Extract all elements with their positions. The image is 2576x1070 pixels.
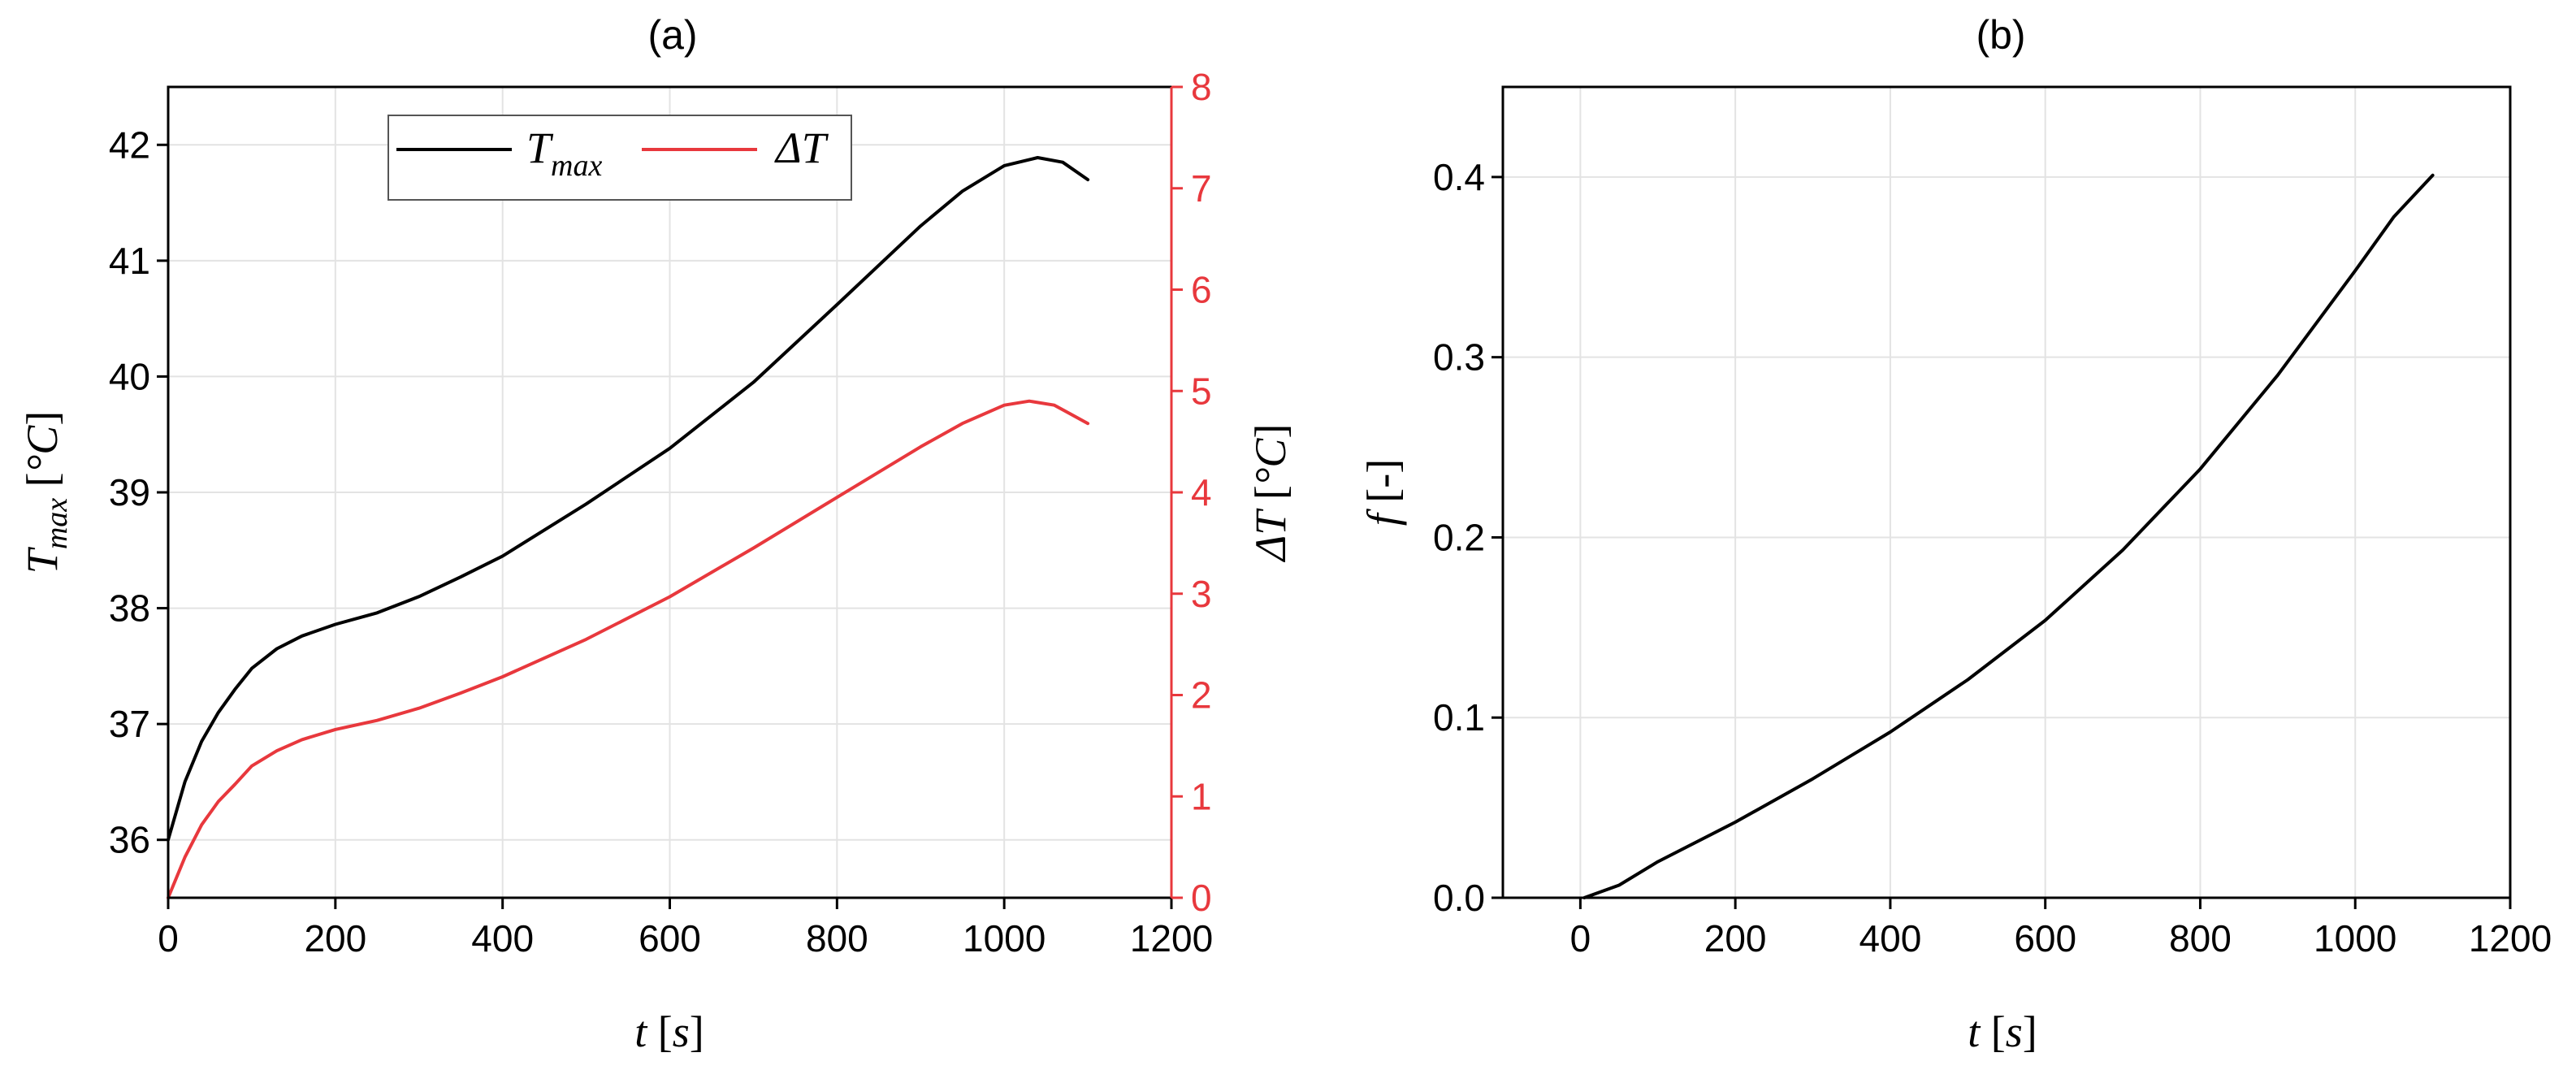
y-tick-label-right: 8	[1191, 66, 1212, 108]
chart-a-y-ticks-right: 0 1 2 3 4 5 6 7 8	[1171, 66, 1212, 919]
chart-a-legend: Tmax ΔT	[387, 115, 852, 201]
y-tick-label-right: 4	[1191, 471, 1212, 513]
x-tick-label: 800	[806, 917, 868, 960]
y-tick-label-right: 2	[1191, 674, 1212, 717]
chart-a-x-axis-label: t [s]	[634, 1007, 704, 1056]
y-tick-label-right: 0	[1191, 877, 1212, 919]
chart-b-y-ticks: 0.0 0.1 0.2 0.3 0.4	[1433, 156, 1503, 919]
legend-label-tmax: Tmax	[526, 123, 602, 183]
chart-b-y-axis-label: f [-]	[1358, 459, 1407, 526]
series-line-dt	[167, 399, 1090, 899]
x-tick-label: 1200	[2469, 917, 2552, 960]
chart-b-x-axis-label: t [s]	[1968, 1007, 2037, 1056]
y-tick-label-right: 3	[1191, 573, 1212, 615]
chart-b-grid	[1503, 87, 2510, 898]
legend-label-dt: ΔT	[774, 123, 829, 172]
x-tick-label: 200	[1704, 917, 1767, 960]
y-tick-label-right: 7	[1191, 167, 1212, 210]
x-tick-label: 400	[471, 917, 534, 960]
chart-a-grid	[168, 87, 1171, 898]
x-tick-label: 1000	[963, 917, 1046, 960]
chart-b-lines	[1582, 173, 2435, 899]
y-tick-label-left: 37	[109, 703, 150, 745]
y-tick-label-right: 1	[1191, 775, 1212, 817]
x-tick-label: 800	[2169, 917, 2232, 960]
x-tick-label: 0	[158, 917, 179, 960]
chart-a-lines	[167, 156, 1090, 899]
series-line-f	[1582, 173, 2435, 899]
y-tick-label-left: 36	[109, 819, 150, 861]
chart-a-y-axis-label-right: ΔT [°C]	[1246, 424, 1295, 563]
x-tick-label: 400	[1859, 917, 1922, 960]
y-tick-label: 0.2	[1433, 516, 1485, 558]
x-tick-label: 600	[639, 917, 701, 960]
chart-b-x-ticks: 0 200 400 600 800 1000 1200	[1570, 898, 2552, 960]
y-tick-label-right: 6	[1191, 269, 1212, 311]
legend-box	[387, 115, 852, 201]
y-tick-label-right: 5	[1191, 370, 1212, 412]
x-tick-label: 200	[304, 917, 366, 960]
y-tick-label: 0.1	[1433, 696, 1485, 739]
chart-a-title: (a)	[647, 12, 697, 58]
y-tick-label-left: 38	[109, 587, 150, 630]
y-tick-label-left: 40	[109, 355, 150, 397]
y-tick-label: 0.0	[1433, 877, 1485, 919]
chart-a-y-axis-label-left: Tmax [°C]	[18, 411, 74, 574]
y-tick-label: 0.4	[1433, 156, 1485, 198]
x-tick-label: 0	[1570, 917, 1591, 960]
y-tick-label-left: 42	[109, 123, 150, 166]
chart-b: 0 200 400 600 800 1000 1200 0.0 0.1 0.2 0.3 0.4 (b…	[1358, 12, 2552, 1056]
chart-a-x-ticks: 0 200 400 600 800 1000 1200	[158, 898, 1213, 960]
x-tick-label: 600	[2014, 917, 2076, 960]
y-tick-label-left: 41	[109, 240, 150, 282]
chart-b-title: (b)	[1976, 12, 2025, 58]
y-tick-label: 0.3	[1433, 336, 1485, 379]
x-tick-label: 1000	[2314, 917, 2396, 960]
chart-b-plot-frame	[1501, 85, 2512, 899]
y-tick-label-left: 39	[109, 471, 150, 513]
chart-a-y-ticks-left: 36 37 38 39 40 41 42	[109, 123, 168, 861]
series-line-tmax	[167, 156, 1090, 842]
x-tick-label: 1200	[1130, 917, 1213, 960]
